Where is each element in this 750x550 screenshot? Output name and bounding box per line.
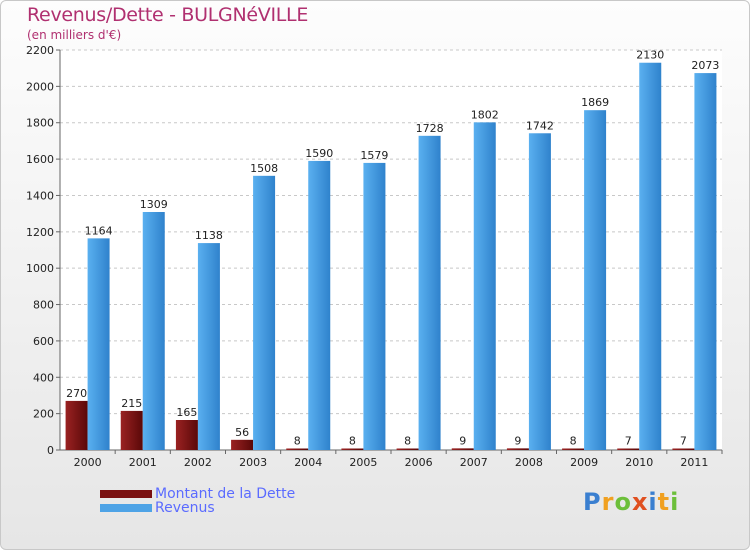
data-label-revenus: 1164 <box>85 224 113 237</box>
data-label-revenus: 1802 <box>471 108 499 121</box>
data-label-revenus: 1742 <box>526 119 554 132</box>
bar-dette <box>341 448 364 450</box>
legend-swatch-revenus <box>100 504 152 512</box>
data-label-revenus: 1579 <box>360 149 388 162</box>
bar-revenus <box>528 133 551 451</box>
data-label-revenus: 2130 <box>636 49 664 62</box>
chart-title: Revenus/Dette - BULGNéVILLE <box>27 4 309 26</box>
x-tick-label: 2006 <box>405 456 433 469</box>
data-label-dette: 215 <box>121 397 142 410</box>
data-label-dette: 9 <box>459 434 466 447</box>
bar-revenus <box>363 162 386 450</box>
bar-revenus <box>584 110 607 450</box>
data-label-dette: 9 <box>514 434 521 447</box>
data-label-dette: 8 <box>570 435 577 448</box>
bar-dette <box>396 448 419 450</box>
data-label-revenus: 1869 <box>581 96 609 109</box>
logo-letter: i <box>648 488 658 516</box>
x-tick-label: 2002 <box>184 456 212 469</box>
y-tick-label: 400 <box>33 371 54 384</box>
data-label-revenus: 1590 <box>305 147 333 160</box>
y-tick-label: 1400 <box>26 189 54 202</box>
bar-revenus <box>418 135 441 450</box>
data-label-revenus: 1508 <box>250 162 278 175</box>
x-tick-label: 2004 <box>294 456 322 469</box>
bar-revenus <box>473 122 496 450</box>
bar-dette <box>562 448 585 450</box>
bar-dette <box>65 400 88 450</box>
y-tick-label: 2200 <box>26 44 54 57</box>
y-tick-label: 800 <box>33 299 54 312</box>
data-label-dette: 270 <box>66 387 87 400</box>
bar-dette <box>617 448 640 450</box>
bar-dette <box>506 448 529 450</box>
x-tick-label: 2011 <box>680 456 708 469</box>
data-label-dette: 165 <box>176 406 197 419</box>
legend-swatch-dette <box>100 490 152 498</box>
data-label-revenus: 1728 <box>416 122 444 135</box>
data-label-revenus: 1138 <box>195 229 223 242</box>
logo-letter: x <box>631 488 649 516</box>
x-tick-label: 2010 <box>625 456 653 469</box>
legend-label-dette: Montant de la Dette <box>155 486 296 502</box>
logo-letter: t <box>657 488 671 516</box>
x-tick-label: 2000 <box>74 456 102 469</box>
data-label-dette: 56 <box>235 426 249 439</box>
y-tick-label: 200 <box>33 408 54 421</box>
y-tick-label: 1800 <box>26 117 54 130</box>
logo-letter: P <box>583 488 602 516</box>
data-label-dette: 7 <box>680 435 687 448</box>
y-tick-label: 1000 <box>26 262 54 275</box>
chart-subtitle: (en milliers d'€) <box>27 28 122 42</box>
bar-dette <box>231 439 254 450</box>
legend-label-revenus: Revenus <box>155 500 215 516</box>
bar-revenus <box>639 62 662 451</box>
data-label-dette: 8 <box>349 435 356 448</box>
bar-dette <box>672 448 695 450</box>
x-tick-label: 2003 <box>239 456 267 469</box>
bar-dette <box>120 410 143 450</box>
bar-revenus <box>87 238 110 450</box>
data-label-revenus: 2073 <box>691 59 719 72</box>
x-tick-label: 2009 <box>570 456 598 469</box>
logo-letter: i <box>670 488 680 516</box>
bar-revenus <box>694 73 717 450</box>
y-tick-label: 1200 <box>26 226 54 239</box>
data-label-dette: 8 <box>404 435 411 448</box>
y-tick-label: 0 <box>47 444 54 457</box>
bar-revenus <box>308 160 331 450</box>
y-tick-label: 1600 <box>26 153 54 166</box>
bar-revenus <box>142 212 165 450</box>
bar-dette <box>175 420 198 450</box>
logo-letter: o <box>614 488 632 516</box>
bar-revenus <box>253 175 276 450</box>
data-label-dette: 7 <box>625 435 632 448</box>
proxiti-logo: Proxiti <box>583 488 679 516</box>
data-label-dette: 8 <box>294 435 301 448</box>
x-tick-label: 2007 <box>460 456 488 469</box>
x-tick-label: 2005 <box>349 456 377 469</box>
x-tick-label: 2001 <box>129 456 157 469</box>
y-tick-label: 2000 <box>26 80 54 93</box>
bar-revenus <box>197 243 220 450</box>
logo-letter: r <box>601 488 615 516</box>
bar-dette <box>286 448 309 450</box>
plot-area <box>60 50 722 450</box>
x-tick-label: 2008 <box>515 456 543 469</box>
y-tick-label: 600 <box>33 335 54 348</box>
bar-dette <box>451 448 474 450</box>
data-label-revenus: 1309 <box>140 198 168 211</box>
